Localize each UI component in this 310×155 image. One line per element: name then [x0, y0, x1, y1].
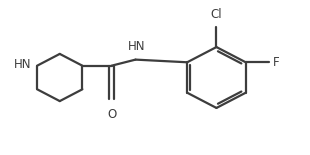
Text: Cl: Cl: [210, 8, 222, 21]
Text: HN: HN: [14, 58, 32, 71]
Text: F: F: [272, 56, 279, 69]
Text: HN: HN: [128, 40, 146, 53]
Text: O: O: [107, 108, 116, 121]
